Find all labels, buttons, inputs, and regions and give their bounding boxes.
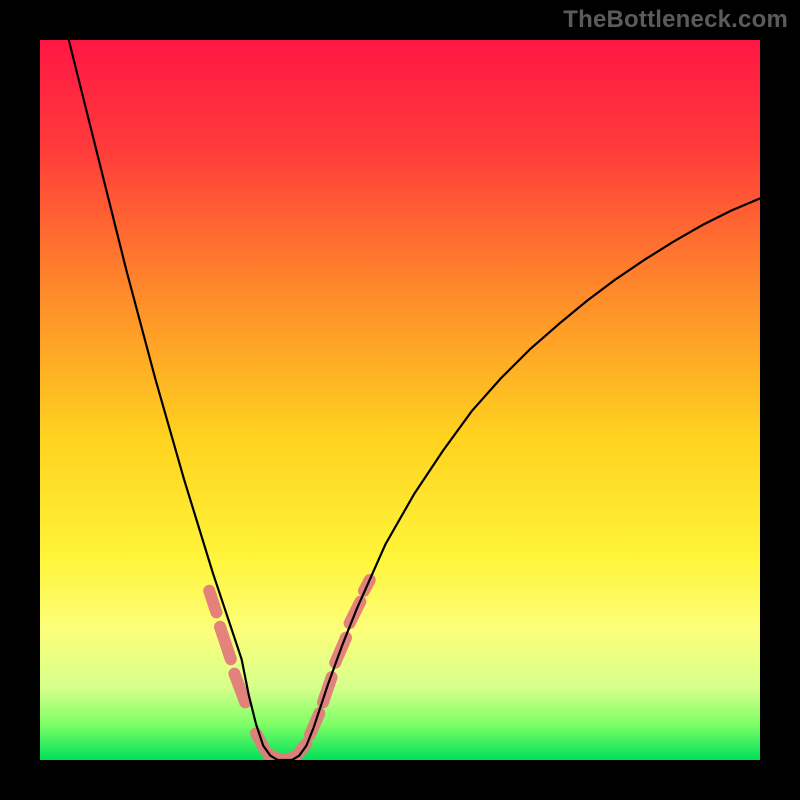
highlight-dash — [209, 591, 216, 613]
chart-plot-area — [40, 40, 760, 760]
highlight-band-group — [209, 580, 370, 760]
chart-svg-layer — [40, 40, 760, 760]
highlight-dash — [220, 627, 231, 659]
main-curve-path — [69, 40, 760, 760]
watermark-text: TheBottleneck.com — [563, 6, 788, 34]
highlight-dash — [234, 674, 245, 703]
